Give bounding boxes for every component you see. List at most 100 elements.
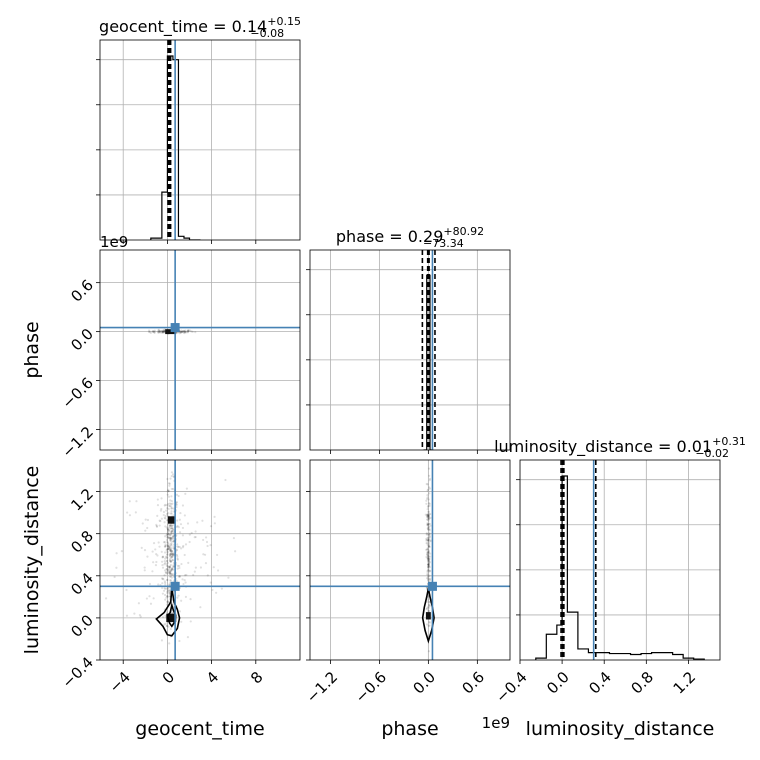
panel-geocent_time-vs-phase: −1.2 −0.6 0.0 0.6 <box>59 249 301 461</box>
scatter-point <box>169 533 172 536</box>
scatter-point <box>166 531 169 534</box>
scatter-point <box>170 568 173 571</box>
scatter-point <box>180 330 183 333</box>
scatter-point <box>181 534 185 537</box>
scatter-point <box>161 577 164 580</box>
scatter-point <box>169 579 173 582</box>
scatter-point <box>428 560 431 563</box>
scatter-point <box>161 330 165 333</box>
scatter-point <box>167 571 170 574</box>
scatter-point <box>186 329 190 332</box>
scatter-point <box>171 528 175 532</box>
scatter-point <box>158 330 161 333</box>
scatter-point <box>172 568 175 571</box>
scatter-point <box>183 330 187 334</box>
scatter-point <box>427 523 430 526</box>
scatter-point <box>158 524 161 527</box>
scatter-point <box>426 515 429 518</box>
scatter-point <box>166 595 170 598</box>
scatter-point <box>425 482 428 486</box>
scatter-point <box>188 329 191 332</box>
scatter-point <box>157 330 160 333</box>
scatter-point <box>427 559 430 562</box>
scatter-point <box>427 563 430 566</box>
scatter-point <box>171 558 174 562</box>
scatter-point <box>172 537 175 540</box>
scatter-point <box>166 490 169 493</box>
scatter-point <box>164 544 167 548</box>
scatter-point <box>176 557 179 560</box>
scatter-point <box>166 553 169 556</box>
scatter-point <box>179 330 182 333</box>
scatter-point <box>425 623 429 626</box>
scatter-point <box>172 552 175 555</box>
scatter-point <box>166 578 169 581</box>
scatter-point <box>178 545 181 549</box>
scatter-point <box>216 569 220 572</box>
scatter-point <box>171 550 174 553</box>
scatter-point <box>176 567 179 570</box>
scatter-point <box>427 556 430 560</box>
scatter-point <box>425 537 428 541</box>
scatter-point <box>134 511 137 514</box>
scatter-point <box>169 569 173 572</box>
scatter-point <box>426 571 429 574</box>
scatter-point <box>163 623 166 626</box>
scatter-point <box>128 500 131 503</box>
scatter-point <box>166 591 169 595</box>
scatter-point <box>164 581 167 584</box>
axis-label-x-luminosity_distance: luminosity_distance <box>526 718 715 740</box>
scatter-point <box>165 596 168 599</box>
scatter-point <box>166 600 169 603</box>
scatter-point <box>160 497 163 500</box>
scatter-point <box>427 573 430 576</box>
scatter-point <box>170 505 173 508</box>
scatter-point <box>171 567 174 571</box>
scatter-point <box>426 551 429 554</box>
scatter-point <box>181 330 184 333</box>
scatter-point <box>426 527 429 530</box>
scatter-point <box>176 331 179 334</box>
scatter-point <box>166 519 169 522</box>
scatter-point <box>161 586 164 590</box>
scatter-point <box>425 499 428 502</box>
scatter-point <box>171 559 174 562</box>
scatter-point <box>428 609 431 613</box>
scatter-point <box>170 536 174 539</box>
scatter-point <box>175 505 178 509</box>
scatter-point <box>168 566 172 569</box>
scatter-point <box>169 559 173 563</box>
scatter-point <box>427 467 431 470</box>
scatter-point <box>184 581 187 584</box>
scatter-point <box>168 552 172 556</box>
scatter-point <box>183 514 186 517</box>
scatter-point <box>426 573 429 576</box>
scatter-point <box>161 330 165 334</box>
scatter-point <box>160 329 164 333</box>
scatter-point <box>427 558 430 561</box>
truth-marker <box>427 581 437 591</box>
scatter-point <box>166 527 169 530</box>
scatter-point <box>427 539 430 542</box>
tick-label-y: 0.8 <box>67 527 97 557</box>
scatter-point <box>428 561 431 564</box>
scatter-point <box>186 636 190 639</box>
scatter-point <box>215 591 218 594</box>
scatter-point <box>171 566 174 570</box>
scatter-point <box>170 569 173 572</box>
scatter-point <box>427 513 430 516</box>
scatter-point <box>148 330 151 333</box>
scatter-point <box>157 583 160 586</box>
scatter-point <box>156 330 159 333</box>
scatter-point <box>154 564 158 567</box>
scatter-point <box>175 579 178 583</box>
scatter-point <box>167 547 170 551</box>
scatter-point <box>160 329 163 333</box>
scatter-point <box>178 575 182 578</box>
scatter-point <box>428 579 432 582</box>
scatter-point <box>172 534 175 537</box>
scatter-point <box>166 507 169 510</box>
scatter-point <box>428 504 431 507</box>
scatter-point <box>169 544 172 548</box>
scatter-point <box>427 551 430 554</box>
